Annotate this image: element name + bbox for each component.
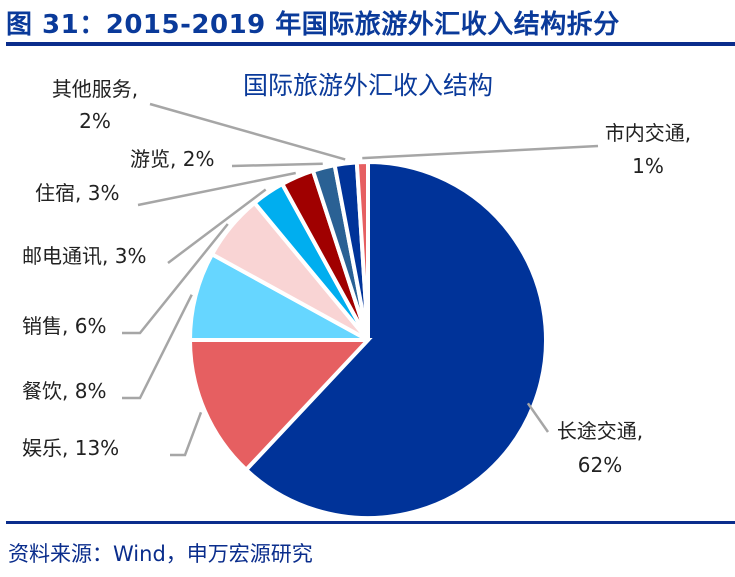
data-label-6: 游览, 2%: [130, 147, 214, 171]
slice-label-8: 市内交通,: [605, 121, 691, 145]
leader-line-2: [122, 294, 193, 400]
leader-line-6: [231, 162, 323, 168]
pie-slice-1: [187, 338, 373, 473]
figure-title: 图 31：2015-2019 年国际旅游外汇收入结构拆分: [6, 10, 620, 40]
leader-line-8: [362, 144, 599, 160]
leader-line-0: [526, 402, 550, 433]
data-label-8: 1%: [632, 154, 664, 178]
bottom-divider: [6, 521, 735, 524]
data-label-3: 销售, 6%: [22, 314, 106, 338]
pie-slice-0: [243, 159, 548, 520]
data-label-7: 2%: [79, 109, 111, 133]
source-note: 资料来源：Wind，申万宏源研究: [8, 542, 313, 566]
slice-label-0: 长途交通,: [557, 419, 643, 443]
data-label-5: 住宿, 3%: [35, 181, 119, 205]
leader-line-3: [122, 223, 229, 335]
top-divider: [6, 42, 735, 46]
slice-label-7: 其他服务,: [52, 77, 138, 101]
data-label-2: 餐饮, 8%: [22, 379, 106, 403]
data-label-4: 邮电通讯, 3%: [22, 244, 146, 268]
leader-line-4: [167, 188, 267, 264]
pie-slice-8: [354, 159, 370, 341]
chart-title: 国际旅游外汇收入结构: [243, 71, 493, 100]
leader-line-1: [170, 411, 203, 457]
leader-line-7: [149, 102, 346, 161]
data-label-1: 娱乐, 13%: [22, 436, 119, 460]
leader-line-5: [137, 171, 296, 207]
data-label-0: 62%: [578, 453, 622, 477]
